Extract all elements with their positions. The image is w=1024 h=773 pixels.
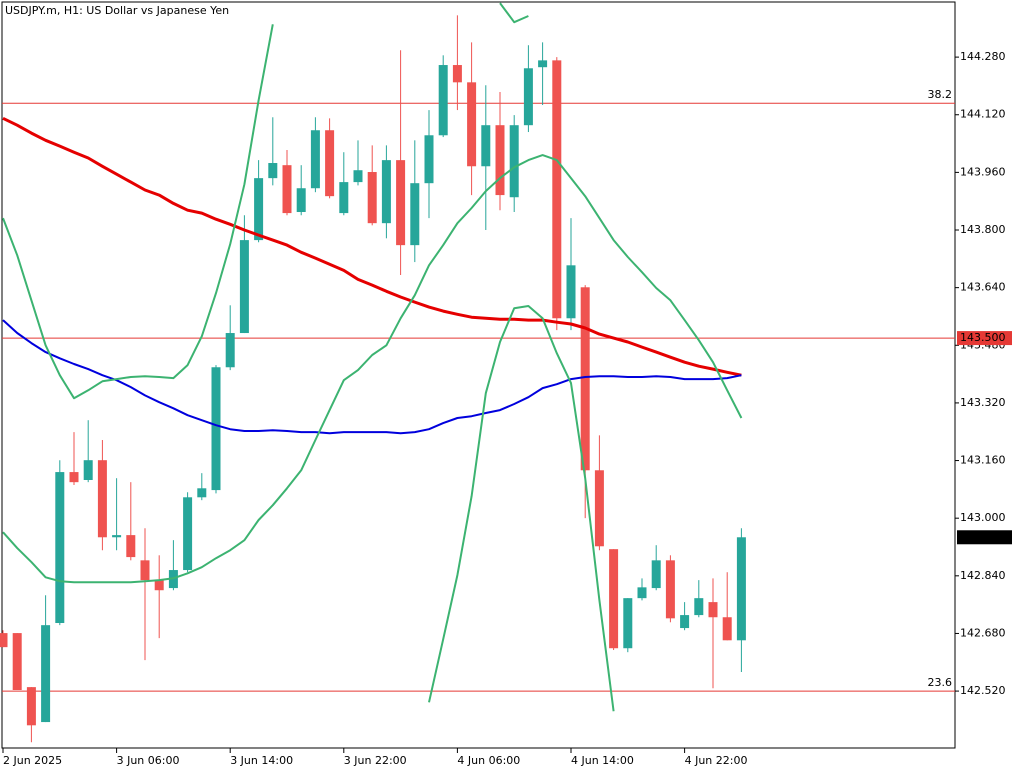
candle-body [112, 535, 122, 538]
candle-body [481, 125, 491, 167]
candle-body [239, 240, 249, 334]
candle-body [509, 125, 519, 198]
candle-body [268, 163, 278, 179]
candle-body [566, 265, 576, 319]
indicator-line [2, 319, 742, 435]
x-tick-label: 3 Jun 14:00 [230, 754, 293, 767]
candle-body [55, 472, 65, 624]
candle-body [26, 687, 36, 726]
price-line-box [957, 331, 1012, 346]
candle-body [12, 633, 22, 691]
chart-title: USDJPY.m, H1: US Dollar vs Japanese Yen [5, 4, 229, 17]
candle-body [580, 287, 590, 471]
candle-body [254, 178, 264, 241]
candle-body [708, 602, 718, 618]
x-tick-label: 3 Jun 22:00 [344, 754, 407, 767]
candle-body [438, 65, 448, 136]
y-tick-label: 143.640 [960, 281, 1006, 294]
candle-body [197, 488, 207, 498]
x-tick-label: 3 Jun 06:00 [117, 754, 180, 767]
fib-level-label: 23.6 [928, 676, 953, 689]
candle-body [282, 165, 292, 214]
candle-body [538, 60, 548, 68]
candle-body [41, 625, 51, 723]
candle-body [722, 617, 732, 641]
price-line-label: 143.500 [960, 331, 1006, 344]
y-tick-label: 142.840 [960, 569, 1006, 582]
y-tick-label: 143.160 [960, 454, 1006, 467]
candle-body [211, 367, 221, 491]
candle-body [69, 472, 79, 483]
candle-body [680, 615, 690, 629]
candle-body [126, 535, 136, 558]
candle-body [594, 470, 604, 547]
y-tick-label: 143.800 [960, 223, 1006, 236]
last-price-label: 142.947 [960, 530, 1006, 543]
candle-body [623, 598, 633, 649]
candle-body [0, 633, 8, 648]
candle-body [296, 188, 306, 213]
y-tick-label: 143.000 [960, 511, 1006, 524]
candle-body [183, 497, 193, 571]
candle-body [552, 60, 562, 319]
candle-body [467, 82, 477, 167]
candle-body [339, 182, 349, 214]
indicator-line [2, 116, 742, 377]
candle-body [396, 160, 406, 246]
candle-body [325, 130, 335, 197]
candle-body [495, 125, 505, 196]
y-tick-label: 142.520 [960, 684, 1006, 697]
candle-body [609, 549, 619, 649]
x-tick-label: 4 Jun 22:00 [685, 754, 748, 767]
candle-body [154, 580, 164, 591]
candle-body [381, 160, 391, 224]
y-tick-label: 143.320 [960, 396, 1006, 409]
candle-body [452, 65, 462, 83]
candle-body [424, 135, 434, 184]
candle-body [523, 68, 533, 126]
x-tick-label: 4 Jun 06:00 [457, 754, 520, 767]
candle-body [83, 460, 93, 481]
candle-body [665, 560, 675, 619]
indicator-line [2, 2, 529, 400]
last-price-box [957, 530, 1012, 545]
candle-body [637, 587, 647, 599]
candle-body [140, 560, 150, 581]
candle-body [97, 460, 107, 538]
fib-level-label: 38.2 [928, 88, 953, 101]
candle-body [410, 183, 420, 246]
y-tick-label: 144.120 [960, 108, 1006, 121]
x-tick-label: 4 Jun 14:00 [571, 754, 634, 767]
candle-body [367, 172, 377, 224]
candle-body [694, 598, 704, 616]
candle-body [353, 170, 363, 183]
plot-frame [1, 1, 956, 749]
x-tick-label: 2 Jun 2025 [3, 754, 62, 767]
y-tick-label: 142.680 [960, 626, 1006, 639]
y-tick-label: 143.960 [960, 165, 1006, 178]
indicator-line [2, 154, 743, 584]
candle-body [225, 333, 235, 368]
candle-body [310, 130, 320, 189]
candle-body [651, 560, 661, 589]
candle-body [736, 537, 746, 641]
indicator-line [428, 305, 615, 712]
y-tick-label: 144.280 [960, 50, 1006, 63]
